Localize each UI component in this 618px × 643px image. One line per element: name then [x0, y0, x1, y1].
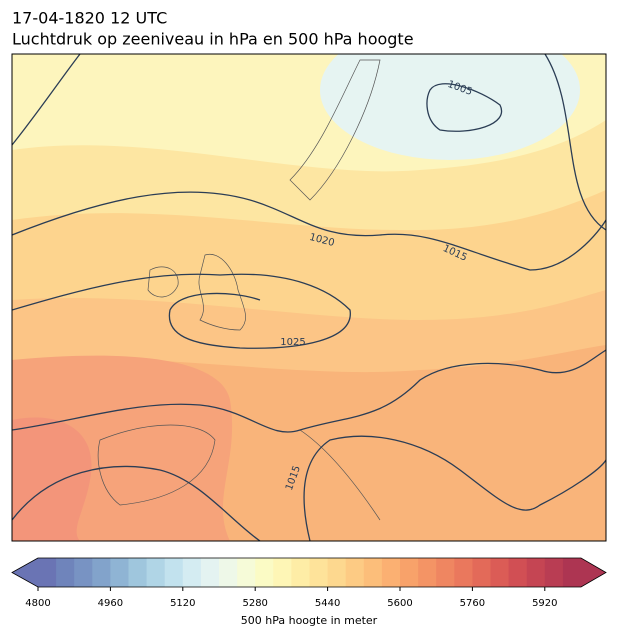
colorbar-segment	[273, 558, 292, 587]
colorbar-extend	[12, 558, 38, 587]
colorbar-outline	[11, 557, 607, 588]
colorbar-segment	[490, 558, 510, 587]
colorbar-tick-label: 5760	[460, 598, 485, 609]
colorbar-segment	[400, 558, 419, 587]
colorbar-segment	[327, 558, 347, 587]
colorbar-tick-label: 5440	[315, 598, 340, 609]
map-frame	[11, 53, 607, 542]
colorbar-label: 500 hPa hoogte in meter	[241, 614, 378, 627]
colorbar-segment	[436, 558, 455, 587]
contour-label: 1025	[280, 337, 305, 348]
colorbar-segment	[363, 558, 383, 587]
colorbar-extend	[581, 558, 606, 587]
colorbar-segment	[508, 558, 528, 587]
colorbar-segment	[345, 558, 365, 587]
colorbar-tick-label: 5120	[170, 598, 195, 609]
colorbar-segment	[110, 558, 129, 587]
colorbar-tick-label: 4800	[25, 598, 50, 609]
colorbar-segment	[255, 558, 274, 587]
colorbar-tick-label: 5280	[242, 598, 267, 609]
colorbar-segment	[544, 558, 564, 587]
colorbar-segment	[237, 558, 256, 587]
title: 17-04-1820 12 UTC	[12, 9, 167, 28]
colorbar-segment	[526, 558, 546, 587]
colorbar-segment	[164, 558, 184, 587]
colorbar: 4800 4960 5120 5280 5440 5600 5760 5920	[11, 557, 607, 609]
colorbar-segment	[146, 558, 166, 587]
colorbar-segment	[200, 558, 220, 587]
colorbar-segment	[56, 558, 75, 587]
colorbar-segment	[472, 558, 491, 587]
colorbar-tick-label: 4960	[98, 598, 123, 609]
colorbar-segment	[219, 558, 238, 587]
colorbar-segment	[182, 558, 202, 587]
subtitle: Luchtdruk op zeeniveau in hPa en 500 hPa…	[12, 30, 414, 49]
colorbar-segment	[309, 558, 329, 587]
colorbar-segment	[291, 558, 310, 587]
colorbar-tick-label: 5600	[387, 598, 412, 609]
colorbar-segment	[418, 558, 437, 587]
colorbar-segment	[74, 558, 93, 587]
colorbar-segment	[562, 558, 582, 587]
colorbar-segment	[38, 558, 57, 587]
colorbar-segment	[128, 558, 148, 587]
colorbar-segment	[92, 558, 111, 587]
colorbar-tick-label: 5920	[532, 598, 557, 609]
colorbar-segment	[454, 558, 473, 587]
map	[12, 54, 606, 541]
colorbar-segment	[381, 558, 401, 587]
